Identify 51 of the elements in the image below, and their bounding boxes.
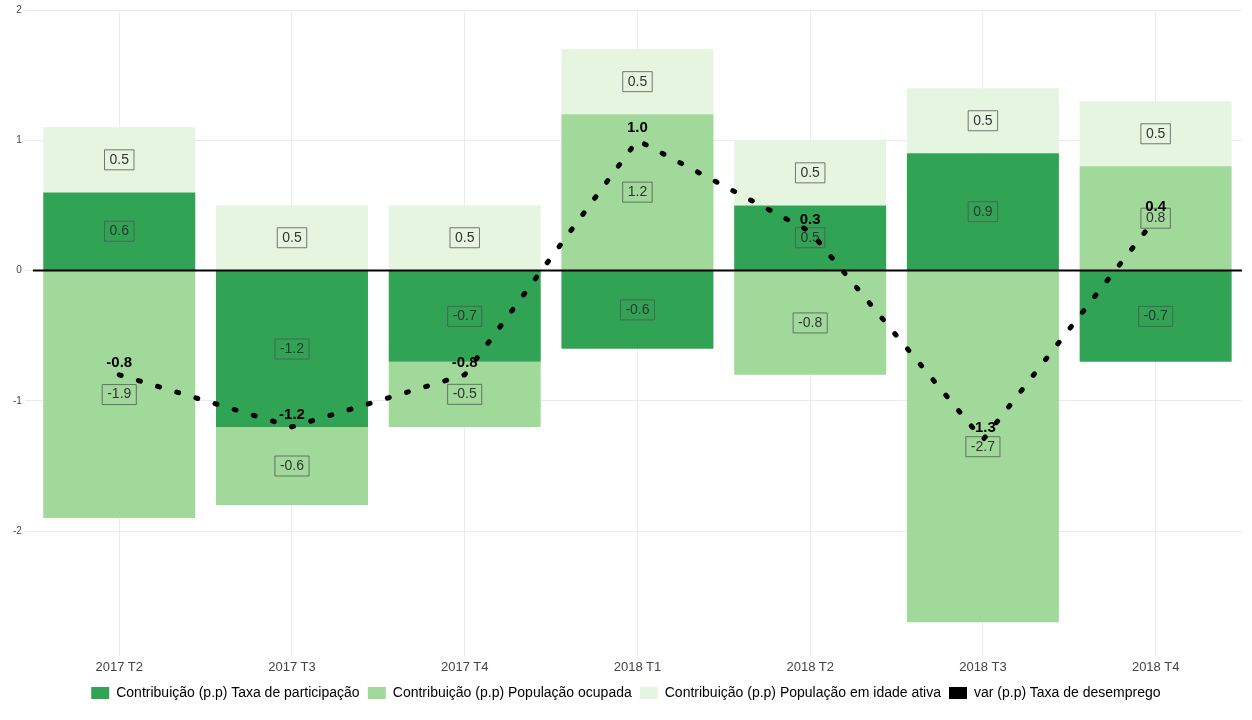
bar	[906, 271, 1059, 623]
data-label: -0.8	[798, 313, 823, 330]
data-label: 0.5	[109, 150, 130, 167]
x-tick-label: 2017 T3	[268, 658, 316, 674]
x-tick-label: 2018 T4	[1131, 658, 1180, 674]
x-tick-label: 2018 T1	[613, 658, 662, 674]
data-label: 0.5	[1145, 124, 1166, 141]
data-label: 1.0	[627, 118, 648, 136]
bar	[215, 271, 368, 427]
data-label: 0.5	[282, 228, 302, 245]
data-label: 0.9	[973, 202, 993, 219]
bar	[734, 271, 887, 375]
x-tick-label: 2018 T3	[959, 658, 1007, 674]
data-label: 0.5	[627, 72, 648, 89]
y-tick-label: 1	[16, 134, 23, 146]
x-tick-label: 2017 T4	[440, 658, 489, 674]
data-label: -0.5	[452, 385, 477, 402]
bar	[43, 271, 196, 519]
bar	[1079, 271, 1232, 362]
y-tick-label: -2	[12, 524, 23, 536]
bar	[215, 426, 368, 506]
bar	[43, 192, 196, 271]
data-label: 0.5	[800, 163, 821, 180]
legend-label: Contribuição (p.p) População ocupada	[392, 683, 632, 700]
x-tick-label: 2018 T2	[786, 658, 834, 674]
data-label: -1.2	[279, 339, 305, 356]
data-label: 0.6	[109, 222, 130, 239]
data-label: 0.3	[799, 209, 821, 227]
data-label: 0.5	[454, 228, 475, 245]
data-label: -0.7	[452, 307, 477, 324]
y-tick-label: 0	[16, 264, 23, 276]
bar	[734, 205, 887, 271]
legend-label: Contribuição (p.p) População em idade ativa	[664, 683, 942, 700]
data-label: -0.8	[106, 352, 133, 370]
y-tick-label: 2	[16, 3, 23, 15]
bar	[906, 153, 1059, 271]
x-tick-label: 2017 T2	[95, 658, 143, 674]
data-label: -1.2	[279, 405, 305, 423]
data-label: 0.5	[973, 111, 993, 128]
bar	[1079, 166, 1232, 271]
bar	[561, 114, 714, 271]
y-tick-label: -1	[12, 394, 23, 406]
data-label: 1.2	[627, 183, 648, 200]
legend-label: Contribuição (p.p) Taxa de participação	[116, 683, 360, 700]
data-label: -2.7	[970, 437, 996, 454]
data-label: -1.9	[107, 385, 132, 402]
bar	[561, 271, 714, 349]
data-label: -0.7	[1143, 307, 1168, 324]
data-label: -0.6	[279, 456, 305, 473]
legend-label: var (p.p) Taxa de desemprego	[974, 683, 1161, 700]
data-label: -0.6	[625, 300, 650, 317]
